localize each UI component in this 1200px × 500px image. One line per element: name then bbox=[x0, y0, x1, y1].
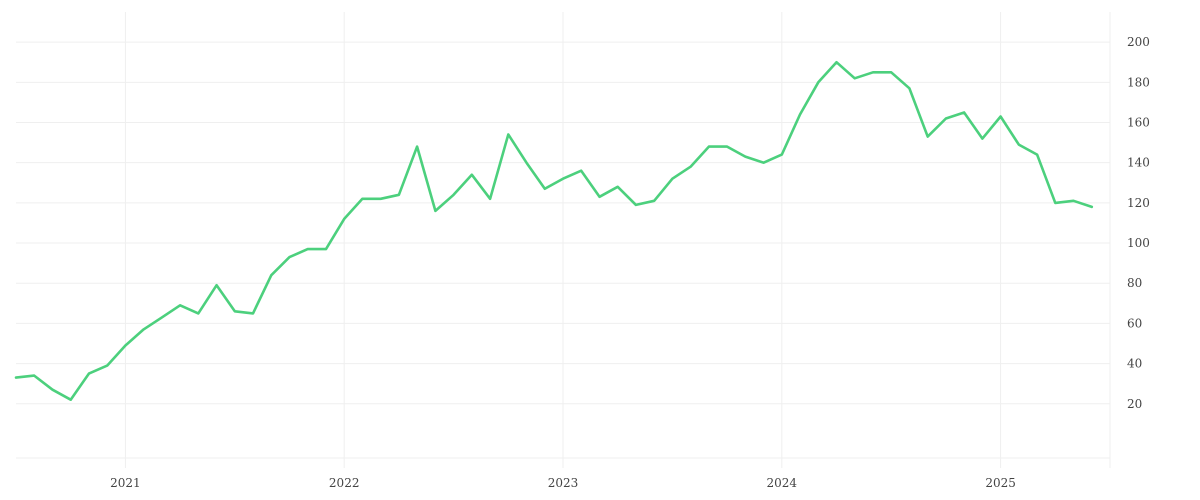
y-tick-label: 40 bbox=[1127, 357, 1142, 371]
y-tick-label: 120 bbox=[1127, 196, 1150, 210]
series-line bbox=[14, 60, 1094, 402]
x-axis-tick-labels: 2021 2022 2023 2024 2025 bbox=[110, 476, 1016, 490]
plot-area bbox=[14, 60, 1094, 402]
y-tick-label: 80 bbox=[1127, 276, 1142, 290]
x-tick-label: 2023 bbox=[548, 476, 579, 490]
x-tick-label: 2022 bbox=[329, 476, 360, 490]
y-tick-label: 100 bbox=[1127, 236, 1150, 250]
y-axis-tick-labels: 20 40 60 80 100 120 140 160 180 200 bbox=[1127, 35, 1150, 411]
y-tick-label: 160 bbox=[1127, 115, 1150, 129]
y-tick-label: 20 bbox=[1127, 397, 1142, 411]
x-tick-label: 2025 bbox=[985, 476, 1016, 490]
y-tick-label: 200 bbox=[1127, 35, 1150, 49]
x-tick-label: 2024 bbox=[767, 476, 798, 490]
gridlines bbox=[16, 12, 1111, 468]
x-tick-label: 2021 bbox=[110, 476, 141, 490]
y-tick-label: 60 bbox=[1127, 316, 1142, 330]
y-tick-label: 140 bbox=[1127, 156, 1150, 170]
y-tick-label: 180 bbox=[1127, 75, 1150, 89]
